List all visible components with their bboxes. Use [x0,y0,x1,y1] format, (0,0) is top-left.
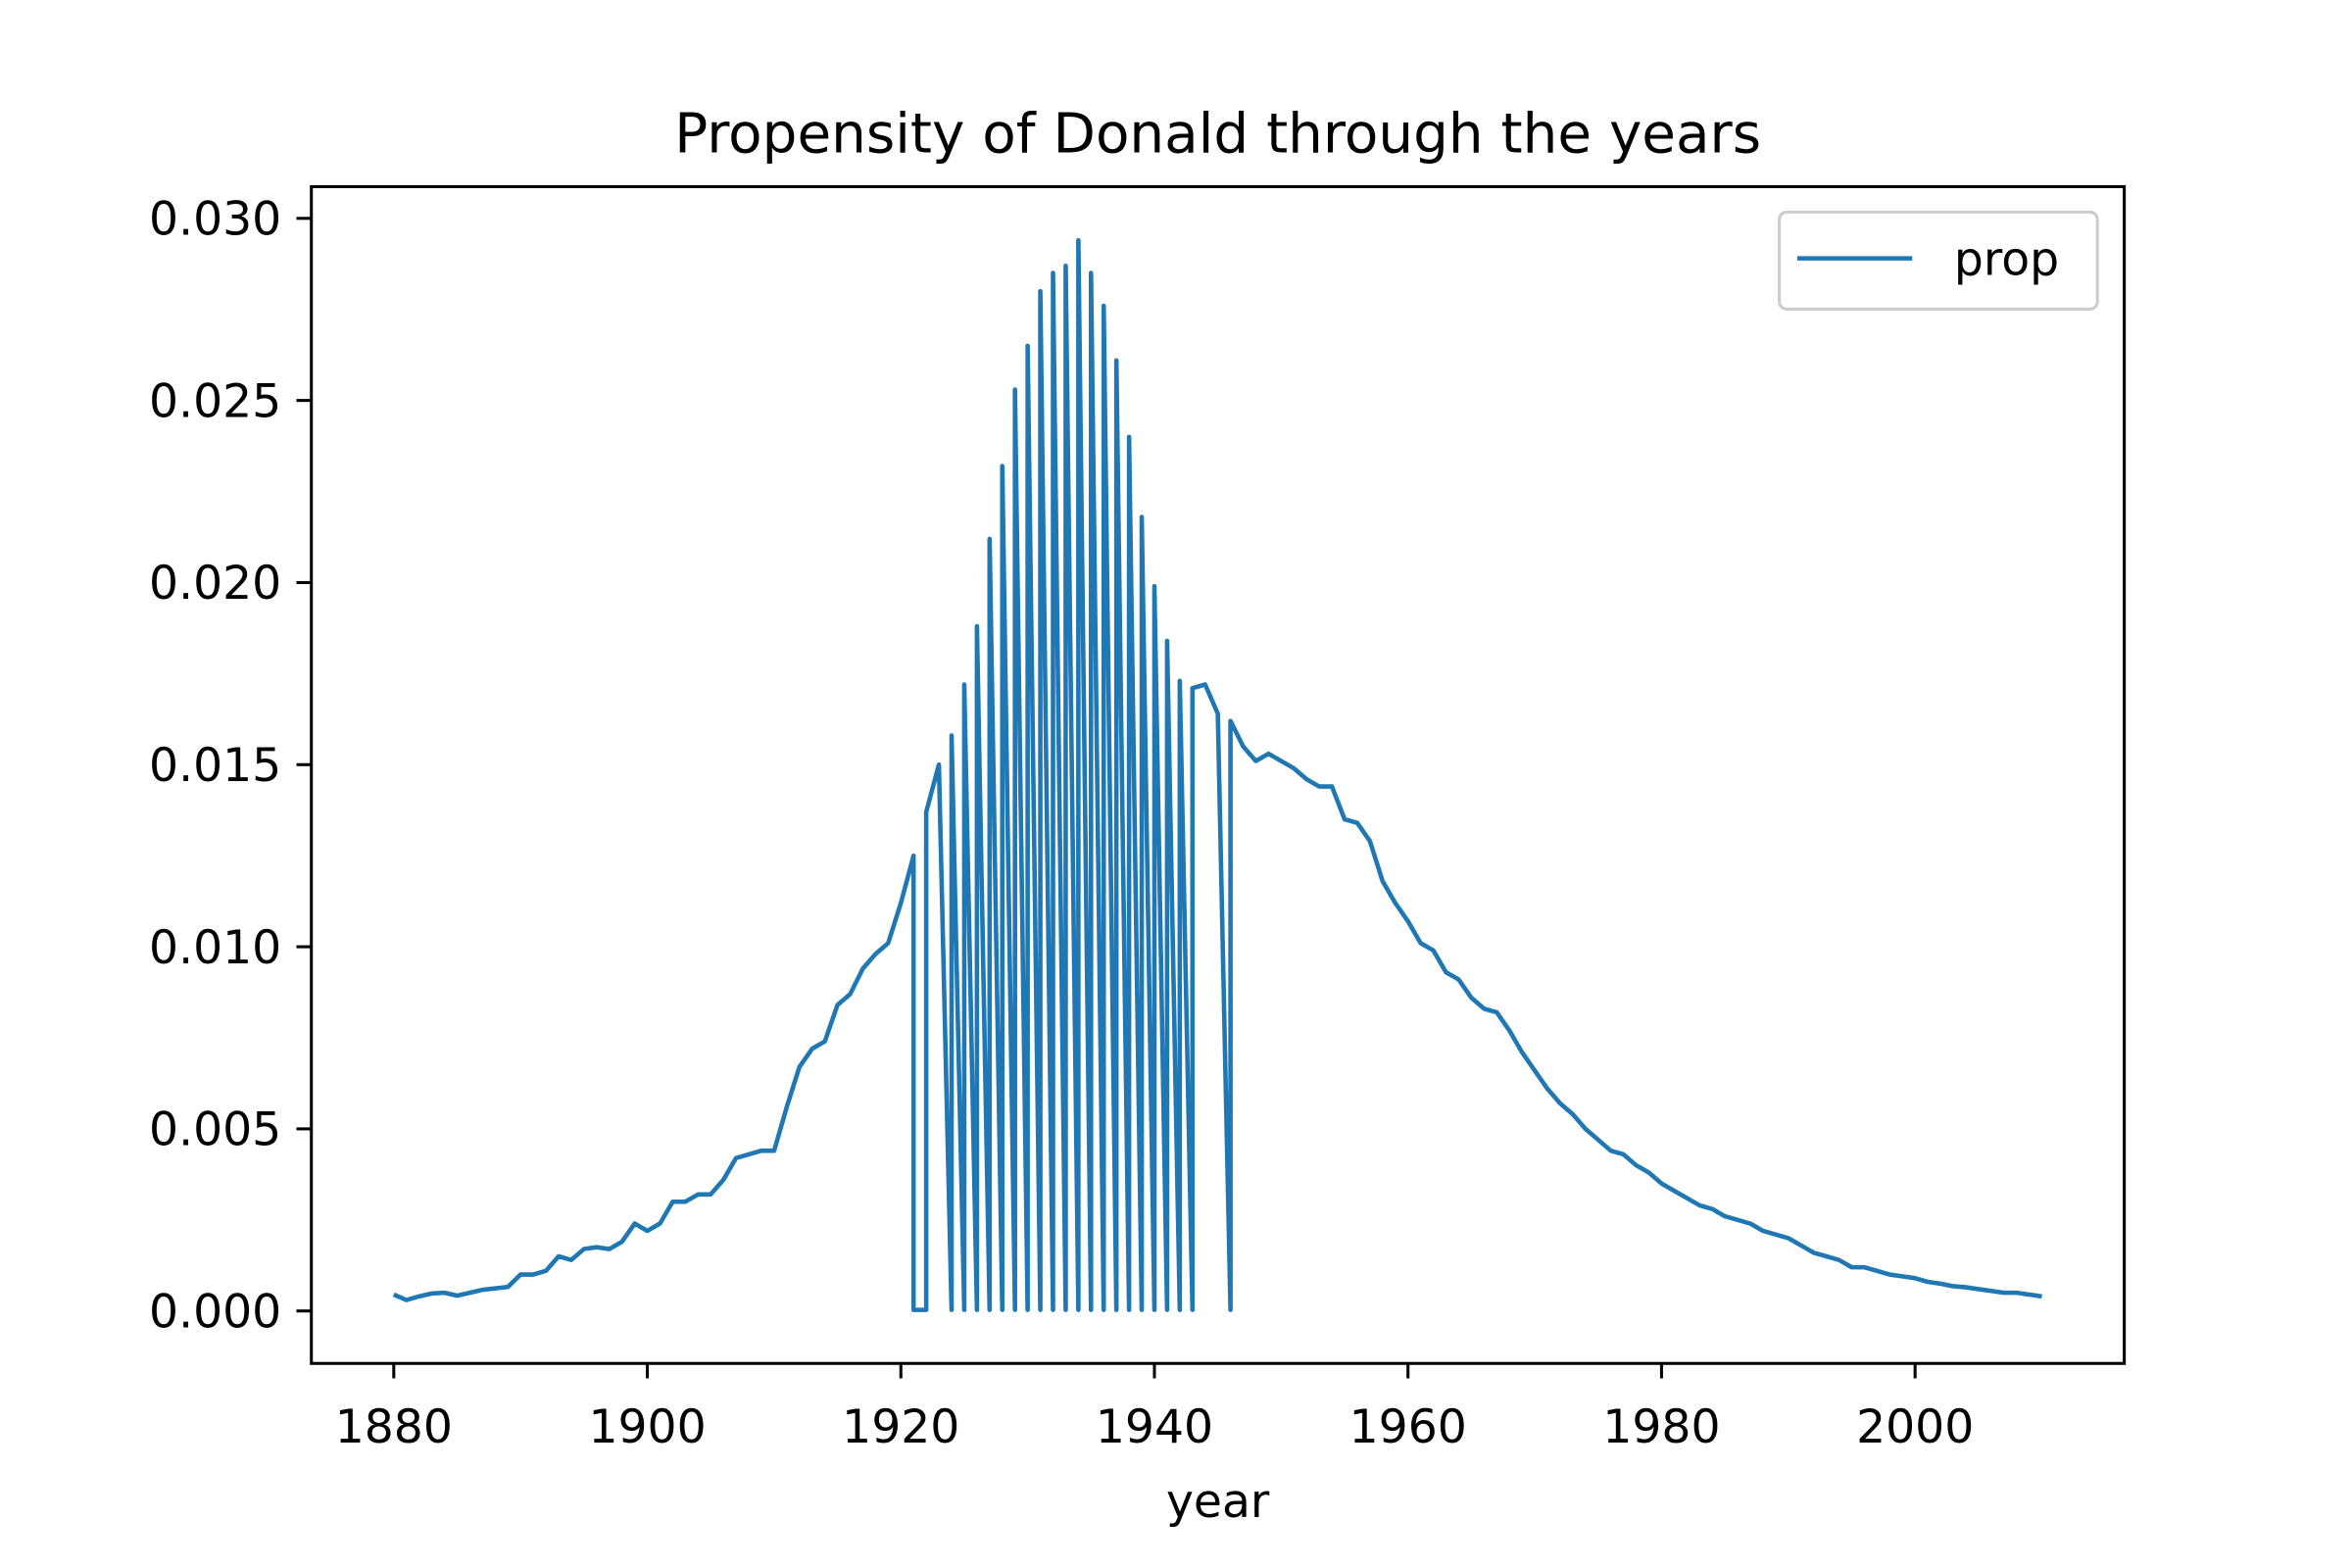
legend-box [1778,210,2099,311]
plot-frame [310,184,2127,1365]
x-tick-label: 1980 [1602,1400,1720,1454]
x-tick-label: 1960 [1349,1400,1467,1454]
y-tick-label: 0.020 [149,557,281,611]
data-line [392,237,2042,1312]
y-tick-label: 0.005 [149,1103,281,1157]
y-tick-label: 0.010 [149,921,281,975]
chart-title: Propensity of Donald through the years [674,102,1761,166]
x-tick-label: 1920 [842,1400,959,1454]
y-tick-label: 0.015 [149,739,281,793]
x-tick-label: 1940 [1096,1400,1213,1454]
x-tick-label: 2000 [1856,1400,1974,1454]
y-tick-label: 0.030 [149,193,281,247]
y-tick-label: 0.000 [149,1285,281,1339]
x-axis-label: year [1166,1475,1270,1529]
x-tick-label: 1880 [335,1400,453,1454]
legend-label: prop [1954,232,2059,286]
y-tick-label: 0.025 [149,374,281,428]
x-tick-label: 1900 [588,1400,706,1454]
